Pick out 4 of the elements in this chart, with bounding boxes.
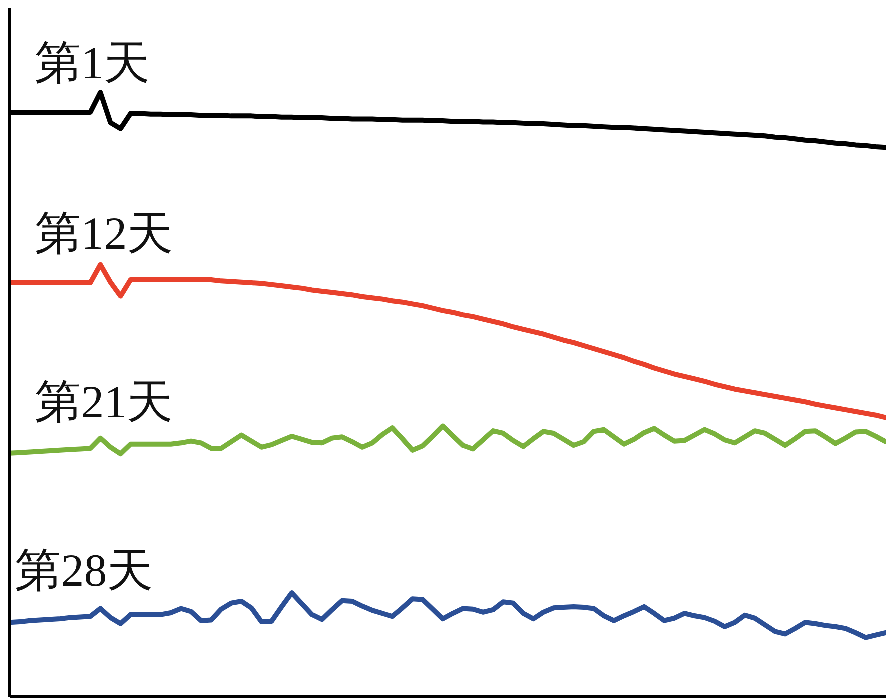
series-label: 第21天	[35, 376, 174, 428]
series-label: 第28天	[15, 545, 154, 596]
series-label: 第1天	[35, 38, 150, 89]
series-label: 第12天	[35, 208, 174, 259]
